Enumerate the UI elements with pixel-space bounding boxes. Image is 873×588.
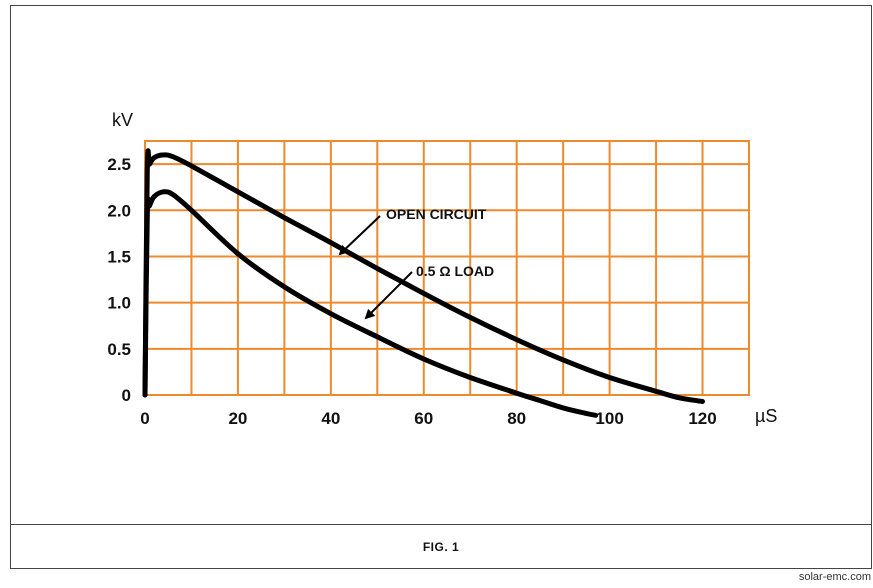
annotation-open-circuit-label: OPEN CIRCUIT <box>386 206 487 222</box>
watermark: solar-emc.com <box>798 571 871 583</box>
x-tick-label: 40 <box>321 409 340 428</box>
annotation-load-arrow <box>364 271 413 320</box>
figure-caption: FIG. 1 <box>422 539 460 554</box>
x-tick-label: 20 <box>228 409 247 428</box>
y-axis-label: kV <box>112 110 133 130</box>
y-tick-label: 1.0 <box>107 294 131 313</box>
x-tick-label: 0 <box>140 409 149 428</box>
chart-ticks: 0 20 40 60 80 100 120 0 0.5 1.0 1.5 2.0 2.5 <box>107 155 716 428</box>
x-tick-label: 80 <box>507 409 526 428</box>
annotation-open-circuit-arrow <box>338 215 381 256</box>
y-tick-label: 2.0 <box>107 201 131 220</box>
series-load-line <box>142 189 599 418</box>
y-tick-label: 0 <box>122 386 131 405</box>
x-tick-label: 100 <box>595 409 623 428</box>
y-tick-label: 2.5 <box>107 155 131 174</box>
x-tick-label: 120 <box>688 409 716 428</box>
caption-divider <box>10 524 872 525</box>
chart-annotations: OPEN CIRCUIT 0.5 Ω LOAD <box>338 206 494 320</box>
x-tick-label: 60 <box>414 409 433 428</box>
x-axis-label: µS <box>755 406 777 426</box>
y-tick-label: 0.5 <box>107 340 131 359</box>
y-tick-label: 1.5 <box>107 247 131 266</box>
chart-curves <box>142 148 705 418</box>
figure-frame <box>10 5 872 569</box>
series-open-circuit-line <box>142 148 705 404</box>
annotation-load-label: 0.5 Ω LOAD <box>416 263 494 279</box>
